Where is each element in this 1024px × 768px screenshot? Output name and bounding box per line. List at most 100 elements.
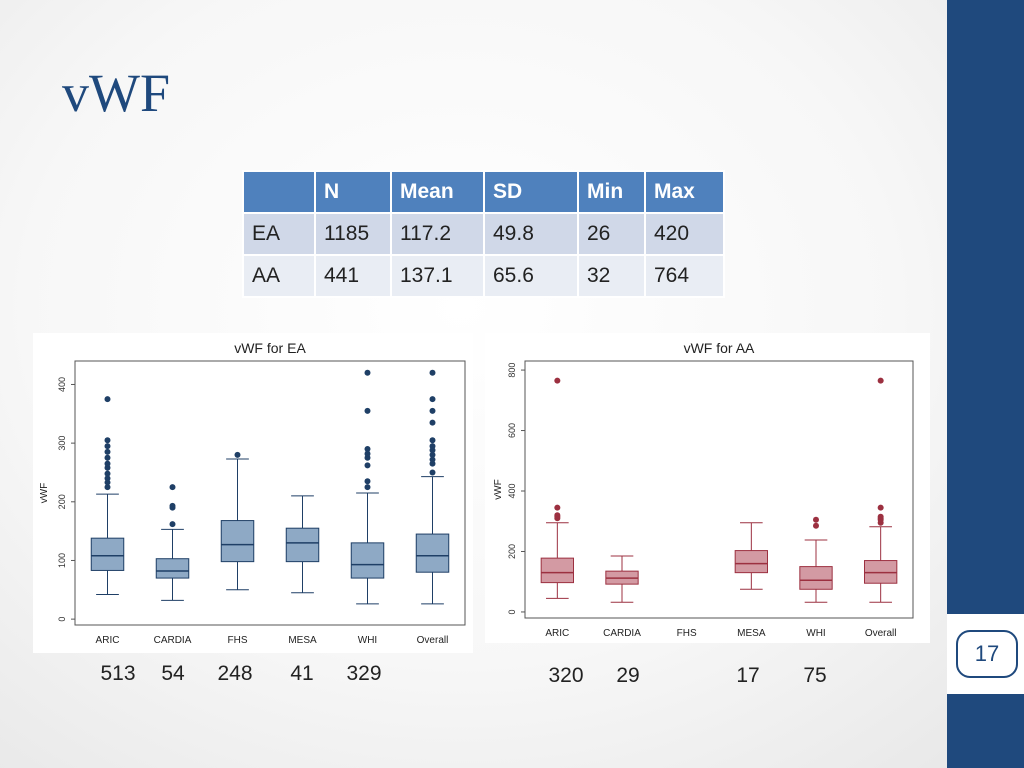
ea-chart-title: vWF for EA [234, 340, 306, 356]
ea-outlier-point [429, 460, 436, 467]
table-header-row: N Mean SD Min Max [242, 170, 725, 214]
ea-outlier-point [429, 369, 436, 376]
table-header-cell: Max [644, 170, 725, 214]
table-header-cell [242, 170, 316, 214]
ea-outlier-point [364, 462, 371, 469]
aa-x-tick-label: FHS [677, 628, 697, 639]
ea-outlier-point [104, 475, 111, 482]
ea-outlier-point [104, 460, 111, 467]
aa-y-tick-label: 0 [507, 609, 517, 614]
ea-outlier-point [364, 369, 371, 376]
table-cell: 49.8 [483, 212, 579, 256]
aa-y-tick-label: 600 [507, 423, 517, 438]
aa-outlier-point [554, 512, 561, 519]
ea-y-tick-label: 100 [57, 553, 67, 568]
count-label: 17 [736, 664, 760, 687]
ea-outlier-point [364, 407, 371, 414]
aa-counts-row: 320 29 17 75 [0, 664, 947, 694]
page-number: 17 [974, 641, 1000, 666]
aa-x-tick-label: Overall [865, 628, 897, 639]
ea-boxplot-chart: vWF for EA vWF 0 100 200 300 400 ARIC CARDIA FHS M… [39, 340, 466, 646]
ea-outlier-point [104, 396, 111, 403]
ea-outlier-point [169, 484, 176, 491]
ea-box [350, 542, 385, 579]
ea-outlier-point [429, 456, 436, 463]
table-cell: EA [242, 212, 316, 256]
ea-x-tick-label: FHS [228, 635, 248, 646]
count-label: 320 [548, 664, 584, 687]
page-number-frame [956, 630, 1018, 678]
aa-x-tick-label: MESA [737, 628, 766, 639]
ea-chart-panel: vWF for EA vWF 0 100 200 300 400 ARIC CARDIA FHS M… [33, 333, 473, 653]
slide-title: vWF [62, 63, 170, 123]
aa-plot-frame [524, 360, 914, 619]
ea-outlier-point [169, 502, 176, 509]
ea-outlier-point [104, 470, 111, 477]
aa-outlier-point [877, 504, 884, 511]
ea-outlier-point [104, 443, 111, 450]
ea-box [415, 533, 450, 573]
ea-y-tick-label: 0 [57, 617, 67, 622]
aa-x-tick-label: ARIC [545, 628, 569, 639]
ea-x-tick-label: MESA [288, 635, 317, 646]
table-cell: 26 [577, 212, 646, 256]
ea-outlier-point [104, 448, 111, 455]
ea-outlier-point [429, 451, 436, 458]
ea-x-tick-label: CARDIA [154, 635, 192, 646]
aa-x-tick-label: WHI [806, 628, 825, 639]
aa-chart-panel: vWF for AA vWF 0 200 400 600 800 ARIC CARDIA FHS M… [485, 333, 930, 643]
aa-box [734, 550, 769, 574]
table-cell: 764 [644, 254, 725, 298]
count-label: 29 [616, 664, 640, 687]
aa-chart-title: vWF for AA [684, 340, 755, 356]
table-header-cell: Mean [390, 170, 485, 214]
ea-outlier-point [429, 419, 436, 426]
table-cell: 65.6 [483, 254, 579, 298]
count-label: 329 [346, 662, 382, 685]
ea-outlier-point [104, 437, 111, 444]
ea-outlier-point [104, 454, 111, 461]
aa-outlier-point [813, 516, 819, 523]
ea-y-tick-label: 200 [57, 494, 67, 509]
table-header-cell: N [314, 170, 392, 214]
aa-outlier-point [877, 377, 884, 384]
table-row: AA 441 137.1 65.6 32 764 [242, 254, 725, 298]
count-label: 41 [290, 662, 314, 685]
ea-box [285, 527, 320, 563]
count-label: 75 [803, 664, 827, 687]
ea-outlier-point [104, 479, 111, 486]
ea-outlier-point [429, 407, 436, 414]
aa-outlier-point [554, 504, 561, 511]
table-header-cell: Min [577, 170, 646, 214]
ea-x-tick-label: Overall [417, 635, 449, 646]
aa-y-axis-label: vWF [493, 479, 504, 500]
table-header-cell: SD [483, 170, 579, 214]
ea-y-axis-label: vWF [39, 483, 50, 504]
count-label: 513 [100, 662, 136, 685]
aa-box [799, 566, 833, 590]
ea-outlier-point [429, 396, 436, 403]
aa-x-tick-label: CARDIA [603, 628, 641, 639]
ea-outlier-point [364, 454, 371, 461]
page-number-panel [947, 614, 1024, 694]
count-label: 248 [217, 662, 253, 685]
ea-outlier-point [364, 450, 371, 457]
ea-outlier-point [429, 437, 436, 444]
ea-outlier-point [364, 446, 371, 452]
ea-box [90, 537, 125, 571]
table-cell: 117.2 [390, 212, 485, 256]
table-cell: AA [242, 254, 316, 298]
aa-y-tick-label: 400 [507, 483, 517, 498]
ea-outlier-point [429, 469, 436, 476]
ea-outlier-point [429, 443, 436, 450]
aa-outlier-point [554, 377, 561, 384]
ea-counts-row: 513 54 248 41 329 [0, 662, 947, 692]
table-cell: 1185 [314, 212, 392, 256]
ea-outlier-point [364, 478, 371, 485]
stats-table: N Mean SD Min Max EA 1185 117.2 49.8 26 … [242, 170, 725, 298]
ea-x-tick-label: WHI [358, 635, 377, 646]
aa-y-tick-label: 800 [507, 363, 517, 378]
count-label: 54 [161, 662, 185, 685]
aa-outlier-point [877, 513, 884, 520]
aa-box [540, 557, 574, 584]
